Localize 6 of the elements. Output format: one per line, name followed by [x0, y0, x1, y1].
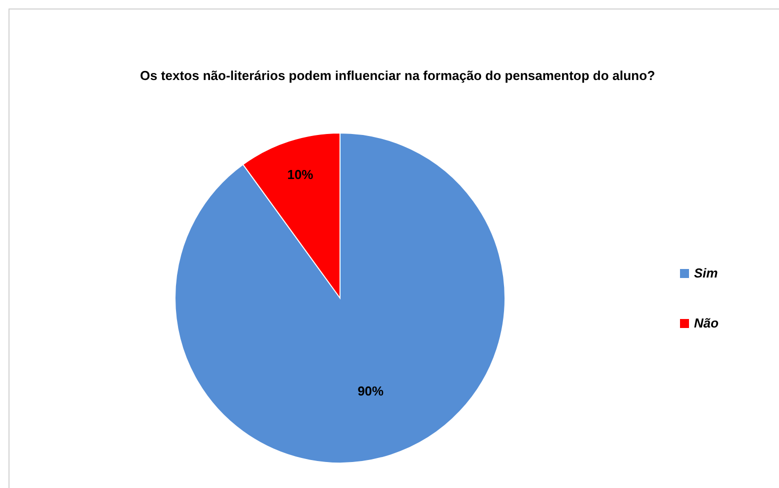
pie-slice [174, 132, 506, 464]
data-label: 90% [358, 384, 384, 399]
legend-label: Sim [694, 265, 718, 280]
chart-title: Os textos não-literários podem influenciar na formação do pensamentop do aluno? [140, 68, 656, 83]
legend-label: Não [694, 315, 719, 330]
data-label: 10% [287, 167, 314, 182]
